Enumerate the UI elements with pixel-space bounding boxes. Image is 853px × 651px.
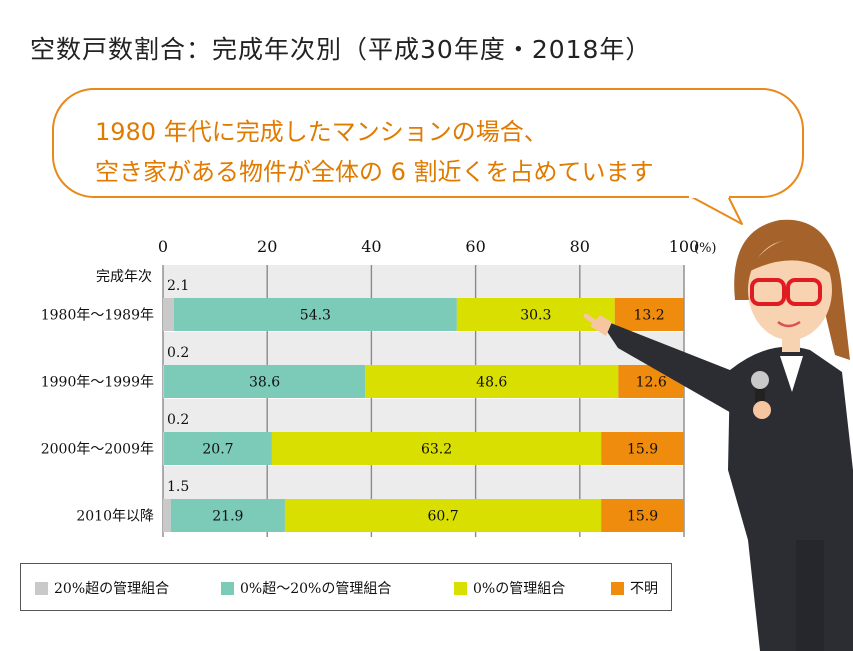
legend-item-zero: 0%の管理組合 bbox=[454, 578, 565, 598]
data-label: 60.7 bbox=[427, 509, 458, 525]
data-label: 15.9 bbox=[627, 509, 658, 525]
category-label: 1990年～1999年 bbox=[41, 375, 154, 391]
callout-line-2: 空き家がある物件が全体の 6 割近くを占めています bbox=[95, 158, 654, 186]
data-label: 13.2 bbox=[634, 308, 665, 324]
presenter-arm bbox=[583, 313, 760, 418]
legend-item-unknown: 不明 bbox=[611, 578, 658, 598]
data-label: 21.9 bbox=[212, 509, 243, 525]
bar-segment bbox=[284, 499, 602, 532]
x-tick-label: 20 bbox=[257, 237, 277, 256]
bar-segment bbox=[456, 298, 615, 331]
legend-item-gt20: 20%超の管理組合 bbox=[35, 578, 169, 598]
bar-segment bbox=[164, 365, 366, 398]
data-label: 20.7 bbox=[202, 442, 233, 458]
x-tick-label: 60 bbox=[465, 237, 485, 256]
legend-swatch-teal bbox=[221, 581, 234, 595]
bar-segment bbox=[601, 499, 684, 532]
bar-segment bbox=[365, 365, 619, 398]
presenter-body bbox=[728, 346, 853, 651]
x-tick-label: 40 bbox=[361, 237, 381, 256]
data-label: 12.6 bbox=[636, 375, 667, 391]
bar-segment bbox=[601, 432, 684, 465]
data-label: 0.2 bbox=[167, 345, 189, 361]
category-label: 2000年～2009年 bbox=[41, 442, 154, 458]
glasses-icon bbox=[750, 278, 822, 306]
bar-segment bbox=[614, 298, 684, 331]
legend-swatch-orange bbox=[611, 581, 624, 595]
data-label: 48.6 bbox=[476, 375, 507, 391]
microphone bbox=[751, 371, 771, 419]
legend: 20%超の管理組合 0%超～20%の管理組合 0%の管理組合 不明 bbox=[20, 563, 672, 611]
legend-label-gt20: 20%超の管理組合 bbox=[54, 581, 170, 597]
category-header: 完成年次 bbox=[96, 269, 152, 285]
bar-segment bbox=[163, 499, 171, 532]
bar-segment bbox=[163, 365, 165, 398]
data-label: 2.1 bbox=[167, 278, 189, 294]
data-label: 1.5 bbox=[167, 479, 189, 495]
data-label: 38.6 bbox=[249, 375, 280, 391]
data-label: 54.3 bbox=[300, 308, 331, 324]
bar-segment bbox=[170, 499, 285, 532]
data-label: 15.9 bbox=[627, 442, 658, 458]
category-label: 1980年～1989年 bbox=[41, 308, 154, 324]
legend-item-0to20: 0%超～20%の管理組合 bbox=[221, 578, 391, 598]
category-label: 2010年以降 bbox=[76, 509, 154, 525]
data-label: 63.2 bbox=[421, 442, 452, 458]
bar-segment bbox=[163, 298, 174, 331]
presenter-mouth bbox=[777, 320, 801, 328]
speech-bubble bbox=[52, 88, 804, 198]
x-tick-label: 80 bbox=[570, 237, 590, 256]
page-title: 空数戸数割合：完成年次別（平成30年度・2018年） bbox=[30, 35, 652, 64]
x-tick-label: 0 bbox=[158, 237, 168, 256]
data-label: 0.2 bbox=[167, 412, 189, 428]
bar-segment bbox=[271, 432, 602, 465]
bar-segment bbox=[163, 432, 165, 465]
callout-line-1: 1980 年代に完成したマンションの場合、 bbox=[95, 118, 548, 146]
x-tick-label: 100 bbox=[669, 237, 700, 256]
legend-swatch-yellow bbox=[454, 581, 467, 595]
bar-segment bbox=[173, 298, 457, 331]
x-axis-unit: (%) bbox=[694, 241, 717, 256]
legend-label-unknown: 不明 bbox=[630, 581, 658, 597]
legend-swatch-gray bbox=[35, 581, 48, 595]
legend-label-zero: 0%の管理組合 bbox=[473, 581, 566, 597]
data-label: 30.3 bbox=[520, 308, 551, 324]
legend-label-0to20: 0%超～20%の管理組合 bbox=[240, 581, 392, 597]
bar-segment bbox=[164, 432, 272, 465]
